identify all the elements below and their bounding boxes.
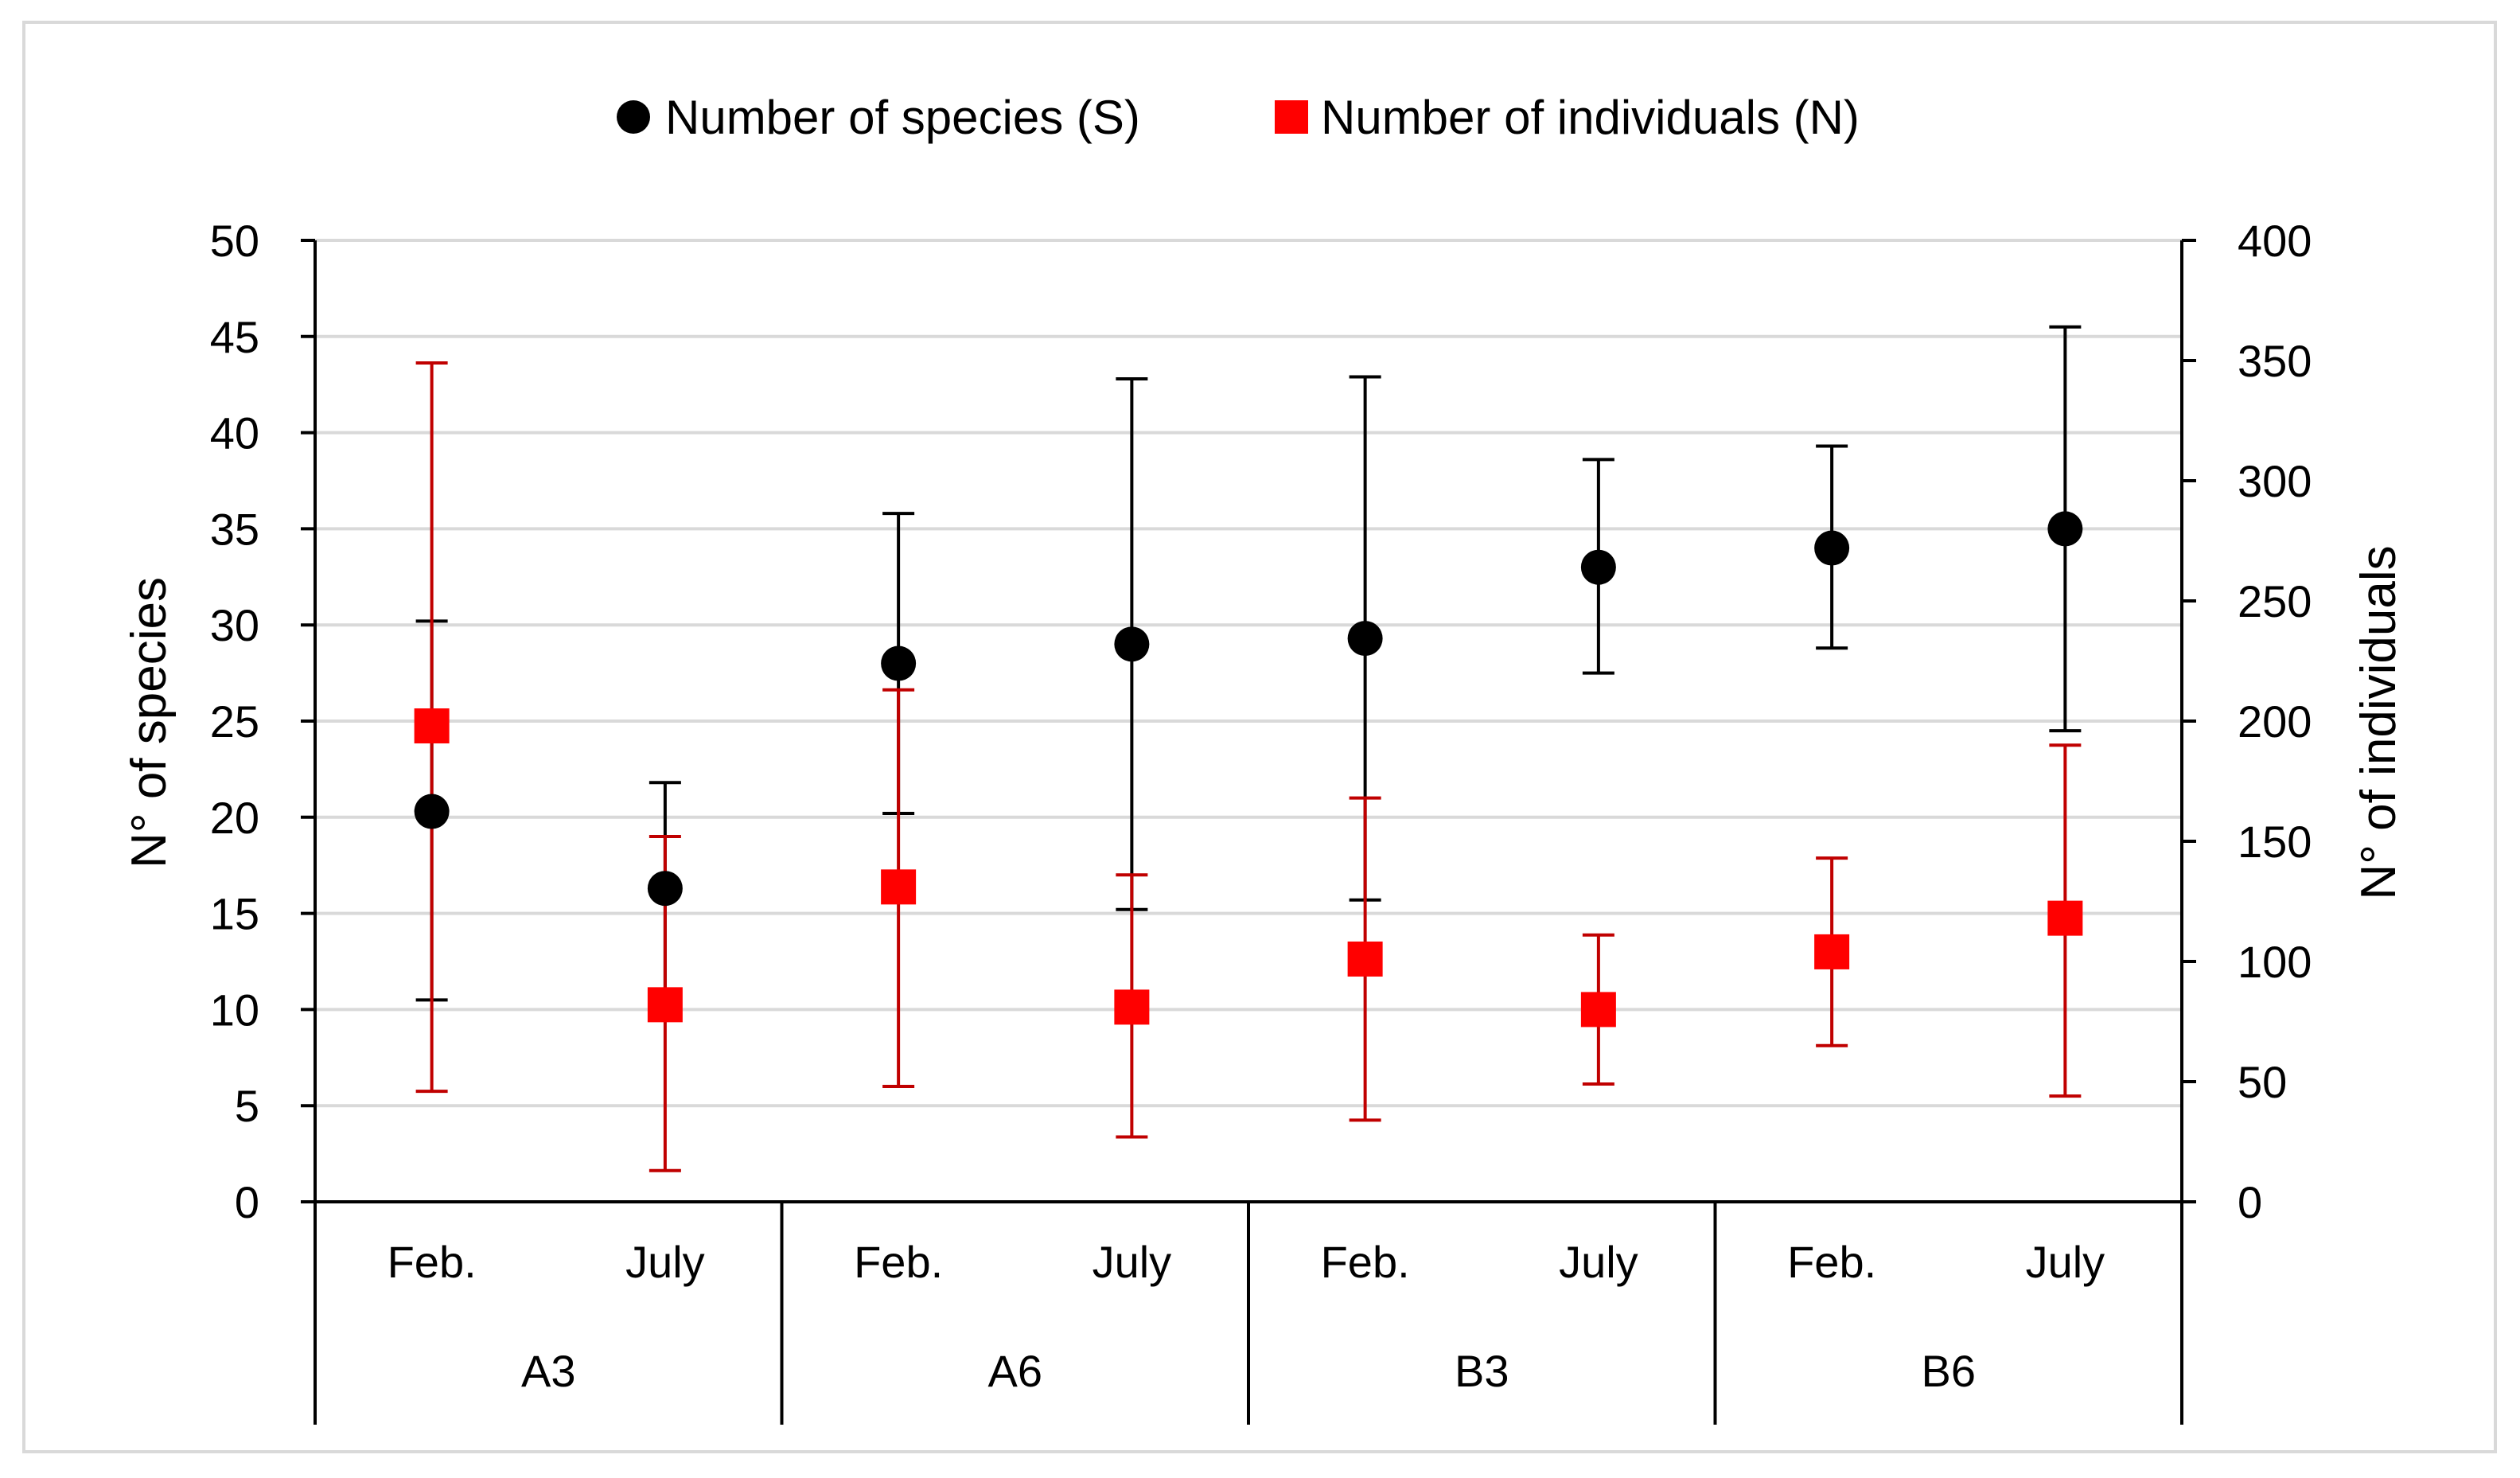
category-label: Feb. (1787, 1237, 1876, 1287)
individuals-point (881, 869, 917, 905)
left-tick-label: 45 (210, 312, 259, 362)
right-tick-label: 150 (2238, 817, 2312, 867)
left-tick-label: 20 (210, 793, 259, 843)
legend-individuals-marker (1275, 100, 1308, 134)
left-axis-ticks: 0 5 10 15 20 25 30 35 40 45 50 (210, 216, 315, 1227)
legend: Number of species (S) Number of individu… (617, 91, 1860, 144)
group-labels: A3 A6 B3 B6 (521, 1202, 1976, 1425)
left-tick-label: 35 (210, 504, 259, 554)
category-labels: Feb. July Feb. July Feb. July Feb. July (388, 1237, 2105, 1287)
left-tick-label: 40 (210, 408, 259, 458)
right-tick-label: 200 (2238, 696, 2312, 747)
category-label: July (1093, 1237, 1172, 1287)
species-point (414, 794, 450, 829)
group-label: A6 (988, 1346, 1043, 1396)
right-axis-ticks: 0 50 100 150 200 250 300 350 400 (2182, 216, 2312, 1227)
category-label: Feb. (1321, 1237, 1410, 1287)
right-tick-label: 250 (2238, 576, 2312, 626)
right-axis-title: N° of individuals (2351, 545, 2406, 899)
right-tick-label: 350 (2238, 336, 2312, 386)
category-label: July (625, 1237, 705, 1287)
left-tick-label: 30 (210, 600, 259, 650)
species-point (647, 871, 683, 907)
left-tick-label: 50 (210, 216, 259, 266)
right-tick-label: 100 (2238, 937, 2312, 987)
individuals-point (2047, 900, 2083, 936)
species-point (881, 645, 917, 681)
group-label: B6 (1922, 1346, 1977, 1396)
category-label: Feb. (854, 1237, 943, 1287)
right-tick-label: 50 (2238, 1057, 2287, 1107)
category-label: July (1559, 1237, 1638, 1287)
left-tick-label: 0 (235, 1177, 259, 1227)
gridlines (315, 239, 2182, 1108)
individuals-point (647, 987, 683, 1023)
category-label: July (2026, 1237, 2105, 1287)
species-point (1580, 549, 1616, 585)
left-tick-label: 5 (235, 1081, 259, 1131)
data-markers (414, 511, 2083, 1028)
individuals-point (1814, 934, 1850, 969)
right-tick-label: 0 (2238, 1177, 2262, 1227)
left-tick-label: 15 (210, 889, 259, 939)
individuals-point (414, 708, 450, 744)
legend-species-label: Number of species (S) (665, 91, 1140, 144)
species-point (1347, 621, 1383, 657)
left-tick-label: 25 (210, 696, 259, 747)
right-tick-label: 400 (2238, 216, 2312, 266)
species-point (1114, 626, 1150, 662)
individuals-point (1580, 992, 1616, 1028)
species-point (1814, 530, 1850, 566)
left-axis-title: N° of species (122, 577, 177, 868)
right-tick-label: 300 (2238, 456, 2312, 506)
group-label: B3 (1455, 1346, 1509, 1396)
legend-species-marker (617, 100, 650, 134)
species-point (2047, 511, 2083, 547)
error-bars (415, 325, 2082, 1172)
left-tick-label: 10 (210, 985, 259, 1035)
legend-individuals-label: Number of individuals (N) (1321, 91, 1860, 144)
individuals-point (1347, 941, 1383, 977)
group-label: A3 (521, 1346, 576, 1396)
individuals-point (1114, 989, 1150, 1025)
category-label: Feb. (388, 1237, 477, 1287)
